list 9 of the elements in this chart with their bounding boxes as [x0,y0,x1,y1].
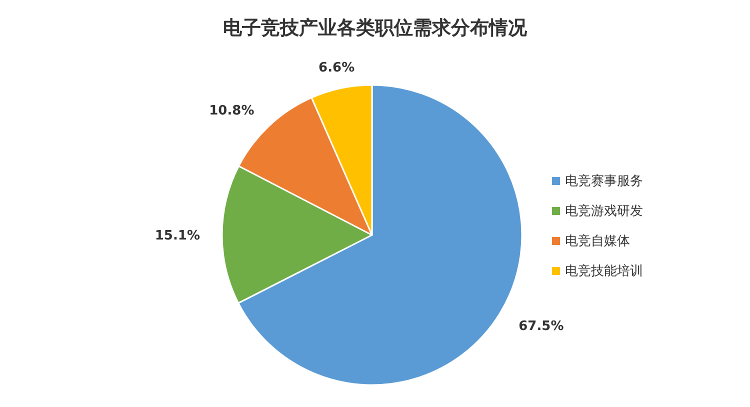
data-label: 10.8% [209,104,254,119]
data-label: 6.6% [318,60,355,76]
legend-label: 电竞赛事服务 [565,173,643,189]
data-label: 67.5% [518,318,564,334]
data-label: 15.1% [154,228,200,244]
legend-label: 电竞自媒体 [565,234,630,249]
chart-title: 电子竞技产业各类职位需求分布情况 [223,17,528,39]
legend-label: 电竞技能培训 [565,264,643,279]
legend-label: 电竞游戏研发 [565,204,643,219]
